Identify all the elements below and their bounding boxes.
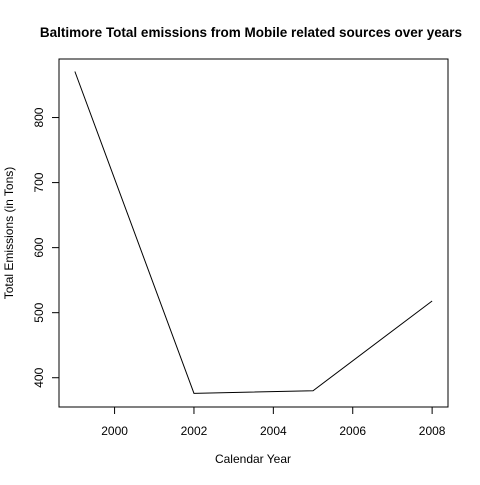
chart-title: Baltimore Total emissions from Mobile re… [40,25,462,40]
y-axis-title: Total Emissions (in Tons) [2,167,16,300]
x-tick-label: 2008 [419,424,446,438]
series-line [74,71,433,394]
y-tick-label: 500 [32,302,46,322]
x-tick-label: 2004 [260,424,287,438]
x-tick-label: 2006 [339,424,366,438]
x-tick-label: 2000 [101,424,128,438]
y-tick-label: 600 [32,237,46,257]
y-tick-label: 800 [32,107,46,127]
y-tick-label: 400 [32,367,46,387]
x-axis-title: Calendar Year [215,452,291,466]
y-tick-label: 700 [32,172,46,192]
y-axis: 400 500 600 700 800 [32,107,60,388]
x-tick-label: 2002 [181,424,208,438]
x-axis: 2000 2002 2004 2006 2008 [101,406,446,438]
